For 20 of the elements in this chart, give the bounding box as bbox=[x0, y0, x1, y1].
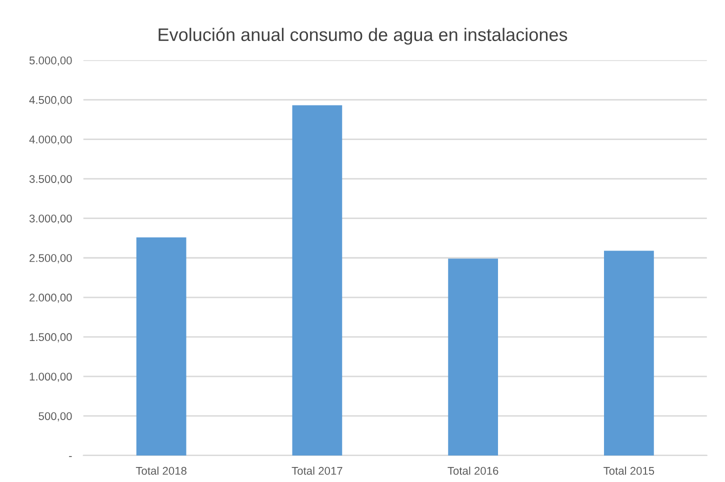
x-tick-label: Total 2016 bbox=[448, 466, 498, 475]
y-tick-label: 2.000,00 bbox=[30, 294, 72, 303]
bar bbox=[292, 105, 342, 456]
y-tick-label: 1.000,00 bbox=[30, 372, 72, 382]
y-tick-label: 500,00 bbox=[38, 412, 72, 422]
y-tick-label: 1.500,00 bbox=[30, 333, 72, 342]
bar bbox=[448, 258, 498, 456]
y-tick-label: 2.500,00 bbox=[30, 254, 72, 264]
y-tick-label: 4.500,00 bbox=[29, 96, 72, 106]
x-tick-label: Total 2017 bbox=[292, 466, 342, 475]
y-tick-label: 3.500,00 bbox=[29, 175, 72, 184]
y-tick-label: 5.000,00 bbox=[29, 56, 72, 66]
chart-title: Evolución anual consumo de agua en instalaciones bbox=[158, 28, 568, 45]
bar bbox=[136, 237, 186, 456]
bar bbox=[604, 250, 654, 456]
y-tick-label: 3.000,00 bbox=[29, 214, 72, 224]
x-tick-label: Total 2015 bbox=[604, 466, 654, 475]
y-tick-label: - bbox=[69, 456, 72, 457]
y-tick-label: 4.000,00 bbox=[29, 136, 72, 145]
x-tick-label: Total 2018 bbox=[136, 466, 186, 475]
